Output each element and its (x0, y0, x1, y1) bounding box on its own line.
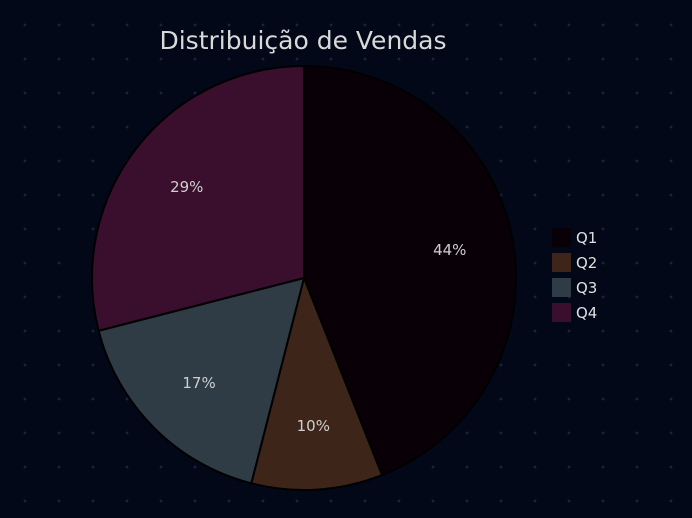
legend: Q1 Q2 Q3 Q4 (552, 228, 597, 322)
legend-swatch-q2 (552, 253, 571, 272)
slice-label-q1: 44% (433, 241, 466, 259)
slice-label-q4: 29% (170, 178, 203, 196)
slice-label-q2: 10% (297, 417, 330, 435)
legend-swatch-q1 (552, 228, 571, 247)
slice-label-q3: 17% (182, 374, 215, 392)
chart-title: Distribuição de Vendas (159, 26, 446, 55)
pie-slice-q4 (91, 64, 305, 332)
pie-slice-q3 (97, 276, 306, 485)
legend-label-q2: Q2 (576, 254, 597, 272)
pie-slice-q1 (303, 64, 517, 477)
legend-label-q1: Q1 (576, 229, 597, 247)
legend-swatch-q4 (552, 303, 571, 322)
pie-slice-q2 (250, 274, 384, 491)
pie-slice-labels: 44% 10% 17% 29% (170, 178, 466, 435)
legend-swatch-q3 (552, 278, 571, 297)
legend-label-q4: Q4 (576, 304, 597, 322)
legend-label-q3: Q3 (576, 279, 597, 297)
pie-slices (91, 64, 517, 491)
